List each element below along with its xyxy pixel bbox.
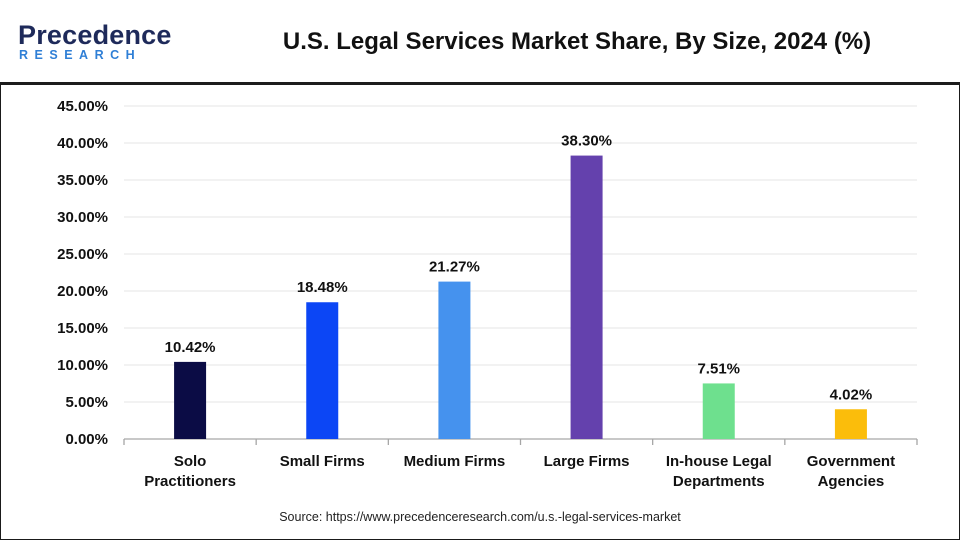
y-tick-label: 40.00% bbox=[57, 135, 108, 152]
x-tick-label: Solo bbox=[174, 453, 207, 470]
chart-area: 0.00% 5.00% 10.00% 15.00% 20.00% 25.00% 30.00%… bbox=[0, 86, 960, 506]
x-tick-label: Large Firms bbox=[544, 453, 630, 470]
bar bbox=[174, 361, 207, 439]
y-tick-label: 0.00% bbox=[65, 431, 108, 448]
header: Precedence RESEARCH U.S. Legal Services … bbox=[0, 0, 960, 84]
x-tick-label: Government bbox=[807, 453, 895, 470]
x-tick-label: Medium Firms bbox=[404, 453, 506, 470]
y-tick-label: 20.00% bbox=[57, 283, 108, 300]
x-tick-label: Agencies bbox=[818, 473, 885, 490]
bar bbox=[834, 409, 867, 439]
x-tick-label: Departments bbox=[673, 473, 765, 490]
bar-chart: 0.00% 5.00% 10.00% 15.00% 20.00% 25.00% 30.00%… bbox=[57, 98, 918, 490]
data-label: 18.48% bbox=[297, 279, 348, 296]
bar bbox=[438, 281, 471, 439]
data-label: 10.42% bbox=[165, 339, 216, 356]
x-tick-label: Practitioners bbox=[144, 473, 236, 490]
y-tick-label: 30.00% bbox=[57, 209, 108, 226]
data-label: 7.51% bbox=[697, 360, 740, 377]
bar bbox=[570, 155, 603, 439]
x-tick-label: In-house Legal bbox=[666, 453, 772, 470]
logo-subtitle: RESEARCH bbox=[19, 48, 142, 62]
y-tick-label: 5.00% bbox=[65, 394, 108, 411]
y-tick-label: 25.00% bbox=[57, 246, 108, 263]
data-label: 21.27% bbox=[429, 259, 480, 276]
source-note: Source: https://www.precedenceresearch.c… bbox=[279, 510, 681, 524]
header-divider bbox=[0, 82, 960, 85]
bar bbox=[702, 383, 735, 439]
x-tick-label: Small Firms bbox=[280, 453, 365, 470]
y-tick-label: 10.00% bbox=[57, 357, 108, 374]
data-label: 38.30% bbox=[561, 133, 612, 150]
y-tick-label: 15.00% bbox=[57, 320, 108, 337]
y-tick-label: 45.00% bbox=[57, 98, 108, 115]
chart-title: U.S. Legal Services Market Share, By Siz… bbox=[282, 28, 872, 55]
data-label: 4.02% bbox=[830, 386, 873, 403]
y-tick-label: 35.00% bbox=[57, 172, 108, 189]
bar bbox=[306, 302, 339, 439]
logo-wordmark: Precedence bbox=[18, 20, 172, 50]
brand-logo: Precedence RESEARCH bbox=[18, 20, 171, 66]
